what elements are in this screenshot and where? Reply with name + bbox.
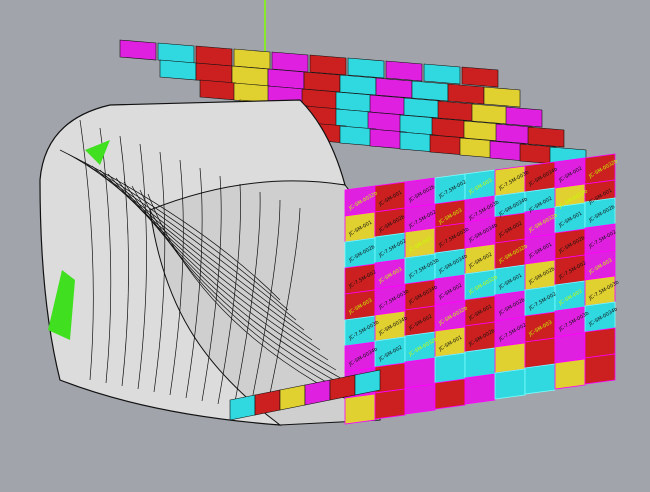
mesh-line xyxy=(137,143,147,390)
mesh-line xyxy=(99,169,321,351)
finger-panel xyxy=(463,120,501,142)
mesh-line xyxy=(217,183,241,405)
panel xyxy=(524,337,556,369)
green-edge-left xyxy=(48,270,75,340)
finger-panel xyxy=(447,83,485,105)
finger-panel xyxy=(347,57,385,79)
finger-panel xyxy=(303,71,341,93)
finger-panel xyxy=(483,86,521,108)
panel xyxy=(434,378,466,410)
model-fingers xyxy=(119,39,587,168)
green-edge-top xyxy=(85,140,110,165)
finger-panel xyxy=(199,79,237,101)
mesh-line xyxy=(107,173,329,361)
finger-panel xyxy=(233,48,271,70)
mesh-line xyxy=(115,177,337,371)
panel xyxy=(344,393,376,425)
mesh-line xyxy=(201,175,222,402)
panel xyxy=(404,383,436,415)
panel xyxy=(464,347,496,379)
finger-panel xyxy=(471,103,509,125)
finger-panel xyxy=(159,59,197,81)
model-mesh-lines xyxy=(59,119,369,414)
mesh-line xyxy=(123,181,345,381)
panel-grid xyxy=(229,153,616,425)
finger-panel xyxy=(375,77,413,99)
panel xyxy=(354,369,381,396)
panel xyxy=(374,388,406,420)
finger-panel xyxy=(271,51,309,73)
panel xyxy=(464,373,496,405)
finger-panel xyxy=(411,80,449,102)
finger-panel xyxy=(403,97,441,119)
mesh-line xyxy=(265,207,301,414)
finger-panel xyxy=(267,68,305,90)
mesh-line xyxy=(153,151,166,393)
mesh-line xyxy=(99,127,112,384)
finger-panel xyxy=(431,117,469,139)
mesh-line xyxy=(233,191,261,408)
panel xyxy=(404,357,436,389)
finger-panel xyxy=(369,94,407,116)
panel xyxy=(554,358,586,390)
finger-panel xyxy=(195,45,233,67)
panel xyxy=(584,327,616,359)
finger-panel xyxy=(527,126,565,148)
finger-panel xyxy=(461,66,499,88)
finger-panel xyxy=(233,82,271,104)
mesh-line xyxy=(185,167,203,399)
panel xyxy=(524,363,556,395)
finger-panel xyxy=(437,100,475,122)
finger-panel xyxy=(505,106,543,128)
panel xyxy=(494,342,526,374)
mesh-line xyxy=(249,199,281,411)
finger-panel xyxy=(423,63,461,85)
finger-panel xyxy=(335,91,373,113)
panel xyxy=(434,352,466,384)
mesh-line xyxy=(131,185,353,391)
panel xyxy=(494,368,526,400)
finger-panel xyxy=(119,39,157,61)
finger-panel xyxy=(385,60,423,82)
mesh-line xyxy=(169,159,184,396)
mesh-line xyxy=(119,135,129,387)
panel xyxy=(554,332,586,364)
finger-panel xyxy=(495,123,533,145)
mesh-line xyxy=(139,189,361,401)
panel xyxy=(584,353,616,385)
finger-panel xyxy=(339,74,377,96)
mesh-line xyxy=(79,119,94,381)
finger-panel xyxy=(309,54,347,76)
